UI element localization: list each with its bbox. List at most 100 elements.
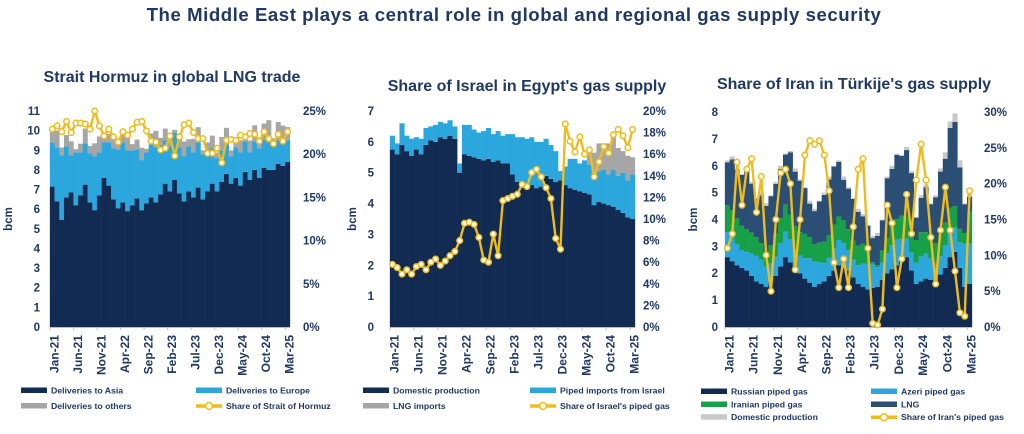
svg-text:6%: 6% [643, 257, 660, 269]
svg-text:bcm: bcm [347, 207, 359, 231]
svg-text:Share of Strait of Hormuz: Share of Strait of Hormuz [226, 401, 331, 411]
svg-text:Jun-21: Jun-21 [747, 335, 761, 374]
svg-text:0%: 0% [643, 322, 660, 334]
svg-text:9: 9 [34, 145, 40, 157]
svg-text:Deliveries to others: Deliveries to others [51, 401, 132, 411]
svg-text:12%: 12% [643, 192, 666, 204]
svg-text:Dec-23: Dec-23 [892, 335, 906, 375]
svg-text:Dec-23: Dec-23 [212, 335, 226, 375]
svg-text:Nov-21: Nov-21 [771, 335, 785, 375]
svg-text:2: 2 [34, 283, 40, 295]
svg-text:Jul-23: Jul-23 [532, 335, 546, 370]
svg-text:5%: 5% [303, 279, 320, 291]
svg-text:8%: 8% [643, 236, 660, 248]
svg-text:Jan-21: Jan-21 [722, 335, 736, 373]
svg-text:Apr-22: Apr-22 [795, 335, 809, 373]
svg-text:1: 1 [712, 295, 719, 307]
svg-text:5%: 5% [984, 286, 1001, 298]
svg-text:Nov-21: Nov-21 [94, 335, 108, 375]
svg-text:Dec-23: Dec-23 [556, 335, 570, 375]
svg-text:Jan-21: Jan-21 [47, 335, 61, 373]
svg-text:Strait Hormuz in global LNG tr: Strait Hormuz in global LNG trade [44, 69, 301, 86]
svg-text:Share of Israel's piped gas: Share of Israel's piped gas [560, 401, 670, 411]
svg-text:6: 6 [368, 137, 374, 149]
svg-text:15%: 15% [303, 192, 326, 204]
svg-text:4: 4 [712, 215, 719, 227]
svg-text:6: 6 [34, 204, 40, 216]
svg-text:May-24: May-24 [236, 335, 250, 376]
svg-text:7: 7 [34, 185, 40, 197]
svg-text:The Middle East plays a centra: The Middle East plays a central role in … [147, 4, 882, 25]
svg-text:4: 4 [368, 199, 375, 211]
svg-text:Oct-24: Oct-24 [259, 335, 273, 373]
svg-text:10%: 10% [303, 236, 326, 248]
svg-text:Deliveries to Europe: Deliveries to Europe [226, 386, 310, 396]
svg-text:5: 5 [34, 224, 41, 236]
svg-text:Iranian piped gas: Iranian piped gas [731, 400, 803, 410]
svg-text:20%: 20% [984, 179, 1007, 191]
svg-text:5: 5 [368, 168, 375, 180]
svg-text:11: 11 [28, 106, 41, 118]
svg-text:Feb-23: Feb-23 [165, 335, 179, 374]
svg-text:0: 0 [368, 322, 374, 334]
svg-text:Sep-22: Sep-22 [819, 335, 833, 375]
svg-text:Piped imports from Israel: Piped imports from Israel [560, 386, 665, 396]
svg-text:May-24: May-24 [916, 335, 930, 376]
svg-text:bcm: bcm [3, 207, 15, 231]
svg-text:2: 2 [368, 260, 374, 272]
svg-text:0%: 0% [984, 322, 1001, 334]
svg-text:3: 3 [368, 229, 374, 241]
svg-text:1: 1 [34, 302, 41, 314]
svg-text:Oct-24: Oct-24 [604, 335, 618, 373]
svg-text:1: 1 [368, 291, 375, 303]
svg-text:8: 8 [34, 165, 41, 177]
svg-text:Mar-25: Mar-25 [283, 335, 297, 374]
svg-text:Jul-23: Jul-23 [868, 335, 882, 370]
svg-text:Mar-25: Mar-25 [965, 335, 979, 374]
svg-text:Deliveries to Asia: Deliveries to Asia [51, 386, 123, 396]
svg-text:Feb-23: Feb-23 [844, 335, 858, 374]
svg-text:8: 8 [712, 107, 719, 119]
svg-text:Jul-23: Jul-23 [189, 335, 203, 370]
svg-text:10%: 10% [984, 250, 1007, 262]
svg-text:Apr-22: Apr-22 [460, 335, 474, 373]
svg-text:Share of Iran in Türkije's gas: Share of Iran in Türkije's gas supply [717, 76, 991, 93]
svg-text:Apr-22: Apr-22 [118, 335, 132, 373]
svg-text:Jun-21: Jun-21 [411, 335, 425, 374]
svg-text:2: 2 [712, 268, 718, 280]
svg-text:Azeri piped gas: Azeri piped gas [901, 387, 965, 397]
svg-text:4: 4 [34, 244, 41, 256]
svg-text:4%: 4% [643, 279, 660, 291]
svg-text:25%: 25% [984, 143, 1007, 155]
svg-text:Domestic production: Domestic production [731, 412, 818, 422]
svg-text:Share of Israel in Egypt's gas: Share of Israel in Egypt's gas supply [388, 78, 667, 95]
svg-text:Domestic production: Domestic production [393, 386, 480, 396]
svg-text:16%: 16% [643, 149, 666, 161]
svg-text:25%: 25% [303, 106, 326, 118]
svg-text:20%: 20% [303, 149, 326, 161]
svg-text:18%: 18% [643, 128, 666, 140]
svg-text:6: 6 [712, 161, 718, 173]
svg-text:15%: 15% [984, 215, 1007, 227]
svg-text:20%: 20% [643, 106, 666, 118]
svg-text:Mar-25: Mar-25 [628, 335, 642, 374]
svg-text:0%: 0% [303, 322, 320, 334]
svg-text:3: 3 [712, 241, 718, 253]
svg-text:7: 7 [368, 106, 374, 118]
svg-text:7: 7 [712, 134, 718, 146]
svg-text:3: 3 [34, 263, 40, 275]
svg-text:bcm: bcm [688, 208, 700, 232]
svg-text:LNG imports: LNG imports [393, 401, 446, 411]
svg-text:Nov-21: Nov-21 [435, 335, 449, 375]
svg-text:10: 10 [27, 126, 40, 138]
svg-text:5: 5 [712, 188, 719, 200]
svg-text:10%: 10% [643, 214, 666, 226]
svg-text:May-24: May-24 [580, 335, 594, 376]
svg-text:Feb-23: Feb-23 [508, 335, 522, 374]
svg-text:LNG: LNG [901, 400, 920, 410]
svg-text:Jan-21: Jan-21 [387, 335, 401, 373]
svg-text:Oct-24: Oct-24 [940, 335, 954, 373]
svg-text:2%: 2% [643, 300, 660, 312]
svg-text:Sep-22: Sep-22 [484, 335, 498, 375]
svg-text:0: 0 [712, 322, 718, 334]
